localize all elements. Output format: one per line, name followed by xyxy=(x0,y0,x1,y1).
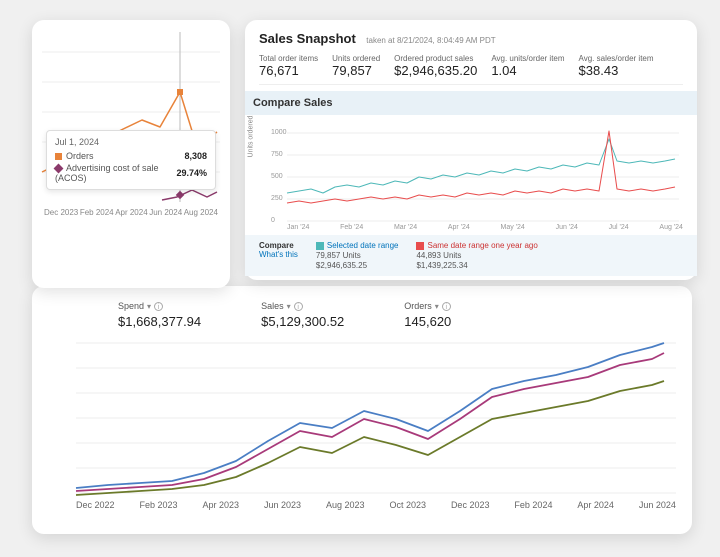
tooltip-row: Orders8,308 xyxy=(55,151,207,161)
metrics-row: Spend▾i$1,668,377.94Sales▾i$5,129,300.52… xyxy=(48,296,676,329)
metric: Ordered product sales$2,946,635.20 xyxy=(394,54,477,78)
compare-label: Compare xyxy=(259,241,298,250)
metric-value: $38.43 xyxy=(579,63,654,78)
chart-svg xyxy=(259,121,679,221)
compare-legend: Compare What's this Selected date range … xyxy=(245,235,697,276)
series-detail: 44,893 Units xyxy=(416,251,537,260)
whats-this-link[interactable]: What's this xyxy=(259,250,298,259)
metric-label: Units ordered xyxy=(332,54,380,63)
x-tick: Apr '24 xyxy=(448,224,470,231)
metric-value: 79,857 xyxy=(332,63,380,78)
metric-label: Avg. sales/order item xyxy=(579,54,654,63)
metric-dropdown[interactable]: Orders▾i 145,620 xyxy=(404,296,451,329)
x-tick: Feb '24 xyxy=(340,224,363,231)
compare-sales-chart: Units ordered 10007505002500 Jan '24Feb … xyxy=(259,121,683,229)
trend-chart: Dec 2022 Feb 2023 Apr 2023 Jun 2023 Aug 2023… xyxy=(48,333,676,508)
metric-value: $2,946,635.20 xyxy=(394,63,477,78)
metric-value: $1,668,377.94 xyxy=(118,314,201,329)
legend-series: Selected date range 79,857 Units$2,946,6… xyxy=(316,241,399,270)
compare-sales-header: Compare Sales xyxy=(245,91,697,115)
x-tick: Jun 2024 xyxy=(639,500,676,510)
x-tick: Aug 2023 xyxy=(326,500,365,510)
metric-value: 145,620 xyxy=(404,314,451,329)
card-title: Sales Snapshot xyxy=(259,31,356,46)
x-tick: Jun '24 xyxy=(556,224,578,231)
x-tick: Feb 2024 xyxy=(80,208,114,217)
series-detail: 79,857 Units xyxy=(316,251,399,260)
x-tick: Mar '24 xyxy=(394,224,417,231)
x-tick: Jan '24 xyxy=(287,224,309,231)
metric-label: Sales xyxy=(261,301,284,311)
tooltip-date: Jul 1, 2024 xyxy=(55,137,207,147)
x-axis: Jan '24 Feb '24 Mar '24 Apr '24 May '24 Jun '… xyxy=(287,224,683,231)
x-tick: Aug '24 xyxy=(659,224,683,231)
metric-dropdown[interactable]: Spend▾i $1,668,377.94 xyxy=(118,296,201,329)
y-axis-label: Units ordered xyxy=(248,115,255,157)
metric-dropdown[interactable]: Sales▾i $5,129,300.52 xyxy=(261,296,344,329)
series-detail: $2,946,635.25 xyxy=(316,261,399,270)
tooltip-row: Advertising cost of sale (ACOS)29.74% xyxy=(55,163,207,183)
chart-tooltip: Jul 1, 2024 Orders8,308 Advertising cost … xyxy=(46,130,216,190)
card-subtitle: taken at 8/21/2024, 8:04:49 AM PDT xyxy=(366,36,495,45)
x-tick: Dec 2023 xyxy=(44,208,78,217)
metric-value: $5,129,300.52 xyxy=(261,314,344,329)
x-tick: May '24 xyxy=(501,224,525,231)
x-tick: Jun 2023 xyxy=(264,500,301,510)
x-tick: Jul '24 xyxy=(609,224,629,231)
metric-value: 1.04 xyxy=(491,63,564,78)
trend-chart-card: Spend▾i$1,668,377.94Sales▾i$5,129,300.52… xyxy=(32,286,692,534)
x-tick: Dec 2022 xyxy=(76,500,115,510)
series-name: Selected date range xyxy=(327,241,399,250)
x-tick: Dec 2023 xyxy=(451,500,490,510)
legend-series: Same date range one year ago 44,893 Unit… xyxy=(416,241,537,270)
x-tick: Feb 2023 xyxy=(139,500,177,510)
card-header: Sales Snapshot taken at 8/21/2024, 8:04:… xyxy=(259,30,683,48)
x-axis: Dec 2023Feb 2024Apr 2024Jun 2024Aug 2024 xyxy=(42,208,220,217)
orders-acos-chart: Jul 1, 2024 Orders8,308 Advertising cost … xyxy=(42,32,220,202)
x-tick: Apr 2023 xyxy=(202,500,239,510)
swatch-icon xyxy=(316,242,324,250)
metric-label: Total order items xyxy=(259,54,318,63)
chevron-down-icon: ▾ xyxy=(435,302,439,311)
metric: Avg. units/order item1.04 xyxy=(491,54,564,78)
metric: Avg. sales/order item$38.43 xyxy=(579,54,654,78)
x-tick: Oct 2023 xyxy=(389,500,426,510)
metric-label: Orders xyxy=(404,301,432,311)
info-icon[interactable]: i xyxy=(294,302,303,311)
metrics-row: Total order items76,671 Units ordered79,8… xyxy=(259,54,683,85)
metric-value: 76,671 xyxy=(259,63,318,78)
metric-label: Spend xyxy=(118,301,144,311)
metric: Total order items76,671 xyxy=(259,54,318,78)
series-detail: $1,439,225.34 xyxy=(416,261,537,270)
x-axis: Dec 2022 Feb 2023 Apr 2023 Jun 2023 Aug 2023… xyxy=(76,500,676,510)
x-tick: Jun 2024 xyxy=(149,208,182,217)
x-tick: Apr 2024 xyxy=(115,208,147,217)
chevron-down-icon: ▾ xyxy=(147,302,151,311)
x-tick: Apr 2024 xyxy=(577,500,614,510)
swatch-icon xyxy=(416,242,424,250)
chevron-down-icon: ▾ xyxy=(287,302,291,311)
ads-mini-chart-card: Jul 1, 2024 Orders8,308 Advertising cost … xyxy=(32,20,230,288)
metric-label: Avg. units/order item xyxy=(491,54,564,63)
metric: Units ordered79,857 xyxy=(332,54,380,78)
x-tick: Aug 2024 xyxy=(184,208,218,217)
sales-snapshot-card: Sales Snapshot taken at 8/21/2024, 8:04:… xyxy=(245,20,697,280)
chart-svg xyxy=(48,333,676,498)
metric-label: Ordered product sales xyxy=(394,54,477,63)
info-icon[interactable]: i xyxy=(442,302,451,311)
series-name: Same date range one year ago xyxy=(427,241,537,250)
info-icon[interactable]: i xyxy=(154,302,163,311)
x-tick: Feb 2024 xyxy=(514,500,552,510)
